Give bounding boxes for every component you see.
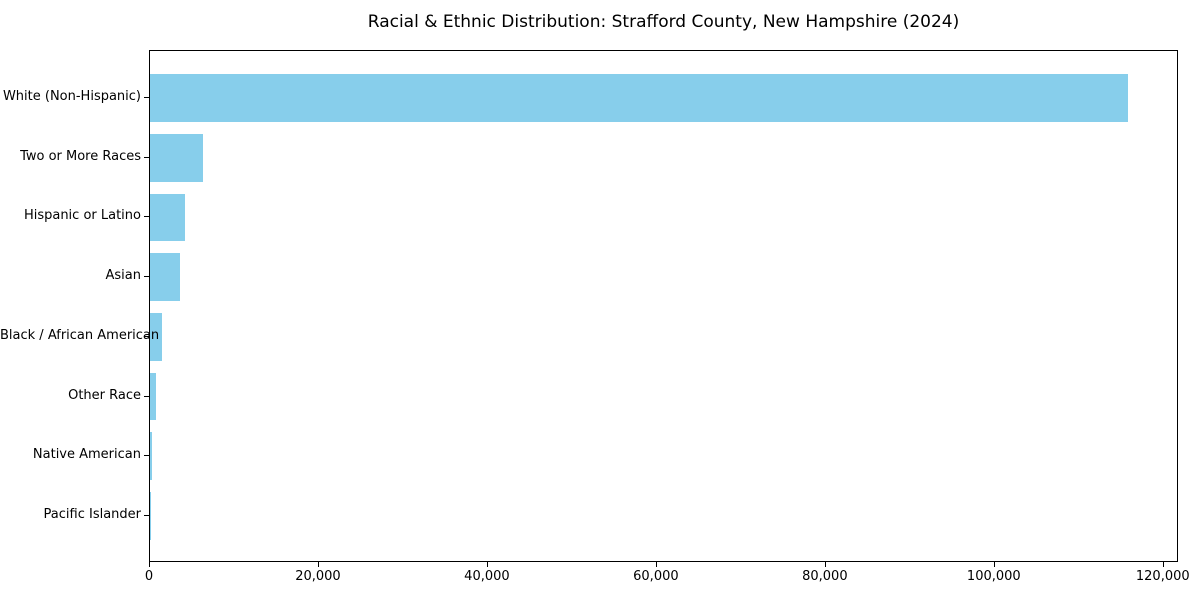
x-tick-label: 60,000: [633, 569, 679, 584]
bar-asian: [150, 253, 180, 302]
x-tick-mark: [1162, 562, 1164, 567]
bar-black-african-american: [150, 312, 162, 361]
bar-two-or-more-races: [150, 133, 204, 182]
x-tick-label: 120,000: [1135, 569, 1190, 584]
x-tick-mark: [149, 562, 150, 567]
y-tick-mark: [144, 455, 149, 457]
y-tick-label: Pacific Islander: [43, 506, 141, 522]
x-tick-mark: [824, 562, 826, 567]
y-tick-label: Other Race: [68, 387, 141, 403]
y-tick-label: Native American: [32, 447, 141, 463]
chart-title: Racial & Ethnic Distribution: Strafford …: [367, 12, 960, 32]
y-tick-mark: [144, 156, 149, 158]
y-tick-mark: [144, 395, 149, 397]
x-tick-mark: [993, 562, 995, 567]
x-tick-label: 100,000: [966, 569, 1021, 584]
x-tick-mark: [486, 562, 488, 567]
y-tick-mark: [144, 216, 149, 218]
plot-area: [149, 50, 1178, 562]
y-tick-label: White (Non-Hispanic): [2, 89, 141, 105]
x-tick-label: 80,000: [802, 569, 848, 584]
x-tick-mark: [655, 562, 657, 567]
x-tick-label: 40,000: [464, 569, 510, 584]
x-tick-label: 20,000: [295, 569, 341, 584]
bar-other-race: [150, 372, 156, 421]
y-tick-mark: [144, 276, 149, 278]
x-tick-label: 0: [144, 569, 154, 584]
y-tick-label: Hispanic or Latino: [23, 208, 141, 224]
bar-hispanic-or-latino: [150, 193, 185, 242]
bar-white-non-hispanic: [150, 74, 1129, 122]
y-tick-label: Asian: [105, 268, 141, 284]
y-tick-label: Two or More Races: [20, 148, 141, 164]
x-tick-mark: [317, 562, 319, 567]
y-tick-label: Black / African American: [0, 327, 160, 343]
y-tick-mark: [144, 514, 149, 516]
y-tick-mark: [144, 335, 149, 337]
bar-native-american: [150, 432, 152, 481]
y-tick-mark: [144, 97, 149, 99]
